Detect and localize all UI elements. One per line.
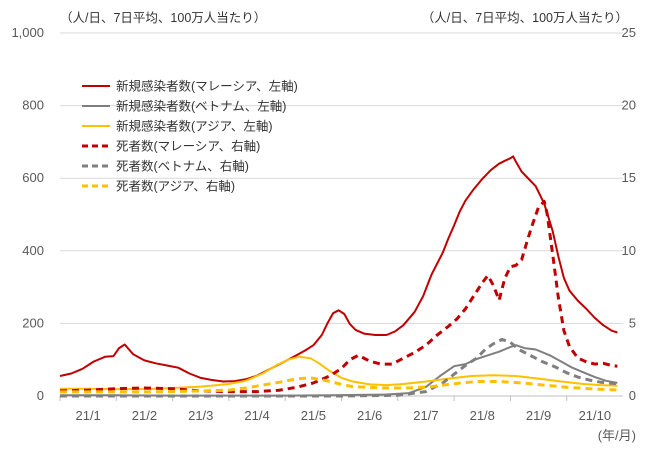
x-axis-tick-label: 21/7 xyxy=(413,408,438,423)
x-axis-tick-label: 21/3 xyxy=(188,408,213,423)
gridlines xyxy=(60,32,623,324)
left-axis-tick-label: 1,000 xyxy=(11,25,44,40)
x-axis-tick-label: 21/1 xyxy=(75,408,100,423)
left-axis-tick-label: 400 xyxy=(22,243,44,258)
series-line-1 xyxy=(59,155,618,383)
axes: 0 200 400 600 800 1,000 0 5 10 15 20 25 21/1 21/2 21/3… xyxy=(11,25,636,423)
right-axis-tick-label: 15 xyxy=(622,170,636,185)
x-axis-tick-label: 21/6 xyxy=(357,408,382,423)
legend-label: 死者数(マレーシア、右軸) xyxy=(116,139,260,154)
x-axis-tick-label: 21/8 xyxy=(470,408,495,423)
left-axis-tick-label: 200 xyxy=(22,315,44,330)
right-axis-tick-label: 25 xyxy=(622,25,636,40)
x-axis-unit-label: (年/月) xyxy=(598,428,636,443)
legend: 新規感染者数(マレーシア、左軸) 新規感染者数(ベトナム、左軸) 新規感染者数(アジ… xyxy=(82,79,298,194)
series-line-6 xyxy=(60,376,618,394)
x-axis-tick-label: 21/9 xyxy=(526,408,551,423)
legend-label: 死者数(アジア、右軸) xyxy=(116,179,235,194)
x-axis-tick-label: 21/2 xyxy=(132,408,157,423)
series-lines xyxy=(59,155,618,398)
left-axis-tick-label: 0 xyxy=(37,388,44,403)
x-axis-tick-label: 21/5 xyxy=(301,408,326,423)
legend-label: 新規感染者数(ベトナム、左軸) xyxy=(116,99,286,114)
legend-label: 死者数(ベトナム、右軸) xyxy=(116,159,249,174)
right-axis-tick-label: 0 xyxy=(629,388,636,403)
series-line-5 xyxy=(60,337,618,398)
right-axis-tick-label: 10 xyxy=(622,243,636,258)
right-axis-tick-label: 20 xyxy=(622,98,636,113)
left-axis-unit-label: （人/日、7日平均、100万人当たり） xyxy=(60,11,266,25)
series-line-3 xyxy=(60,355,618,391)
x-axis-tick-label: 21/4 xyxy=(244,408,269,423)
series-line-4 xyxy=(59,199,618,394)
left-axis-tick-label: 600 xyxy=(22,170,44,185)
right-axis-tick-label: 5 xyxy=(629,315,636,330)
right-axis-unit-label: （人/日、7日平均、100万人当たり） xyxy=(422,11,628,25)
legend-label: 新規感染者数(アジア、左軸) xyxy=(116,119,273,134)
x-axis-tick-label: 21/10 xyxy=(579,408,612,423)
left-axis-tick-label: 800 xyxy=(22,98,44,113)
legend-label: 新規感染者数(マレーシア、左軸) xyxy=(116,79,298,94)
